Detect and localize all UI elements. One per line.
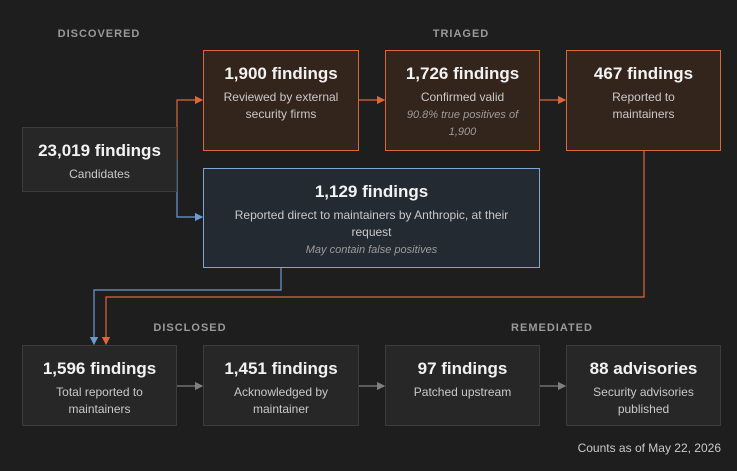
node-subtitle: Security advisories published — [593, 385, 694, 416]
node-title: 1,900 findings — [224, 64, 338, 83]
section-label: TRIAGED — [432, 28, 490, 40]
arrow — [89, 268, 282, 346]
arrow — [176, 95, 204, 160]
node-title: 88 advisories — [589, 359, 698, 378]
node-subtitle: Reviewed by external security firms — [223, 90, 339, 121]
node-title: 97 findings — [417, 359, 508, 378]
node-subtitle: Patched upstream — [413, 385, 512, 399]
node-title: 1,726 findings — [405, 64, 520, 83]
node: 467 findings Reported to maintainers — [566, 50, 721, 151]
node-subtitle: Reported to maintainers — [612, 90, 675, 121]
node: 1,129 findings Reported direct to mainta… — [203, 168, 540, 268]
node-title: 1,129 findings — [314, 182, 429, 201]
node-note: 90.8% true positives of 1,900 — [406, 109, 519, 138]
node-subtitle: Candidates — [69, 167, 130, 181]
node: 1,451 findings Acknowledged by maintaine… — [203, 345, 359, 426]
arrow — [101, 151, 645, 346]
node: 97 findings Patched upstream — [385, 345, 540, 426]
node-note: May contain false positives — [305, 244, 438, 256]
arrow — [176, 160, 204, 222]
node-title: 23,019 findings — [38, 141, 161, 160]
node-subtitle: Reported direct to maintainers by Anthro… — [234, 208, 509, 239]
node: 1,900 findings Reviewed by external secu… — [203, 50, 359, 151]
section-label: DISCOVERED — [57, 28, 141, 40]
node: 1,726 findings Confirmed valid 90.8% tru… — [385, 50, 540, 151]
node-subtitle: Total reported to maintainers — [56, 385, 143, 416]
node-subtitle: Confirmed valid — [420, 90, 505, 104]
node-title: 1,451 findings — [224, 359, 338, 378]
node: 23,019 findings Candidates — [22, 127, 177, 192]
node: 88 advisories Security advisories publis… — [566, 345, 721, 426]
node-title: 467 findings — [593, 64, 694, 83]
node-subtitle: Acknowledged by maintainer — [233, 385, 329, 416]
node-title: 1,596 findings — [42, 359, 157, 378]
section-label: DISCLOSED — [153, 322, 227, 334]
footer: Counts as of May 22, 2026 — [577, 441, 721, 455]
section-label: REMEDIATED — [511, 322, 593, 334]
node: 1,596 findings Total reported to maintai… — [22, 345, 177, 426]
